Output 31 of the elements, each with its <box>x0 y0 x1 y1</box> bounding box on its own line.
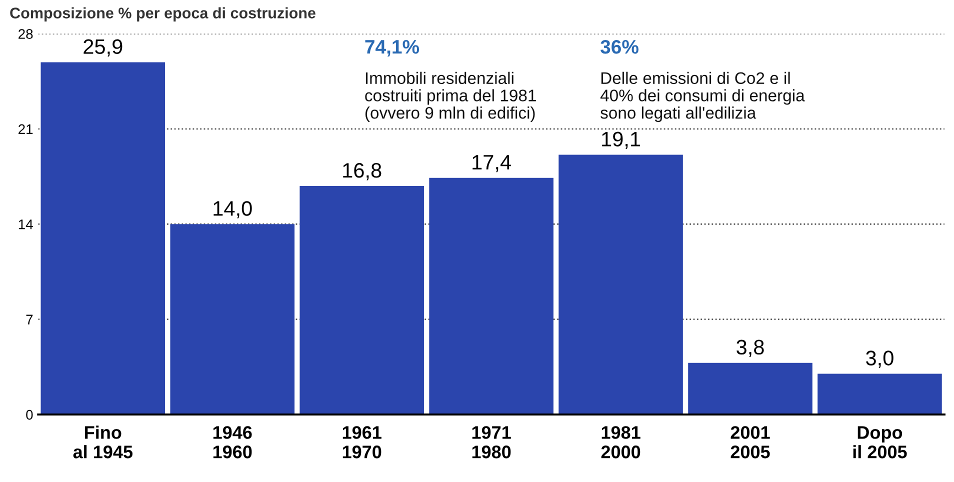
data-label: 17,4 <box>472 155 511 172</box>
bar <box>300 186 424 415</box>
x-tick-label: 1961 1970 <box>342 426 382 458</box>
x-tick-label: 1981 2000 <box>601 426 640 458</box>
data-label: 19,1 <box>602 132 640 149</box>
chart-title: Composizione % per epoca di costruzione <box>10 7 316 22</box>
bar <box>429 178 554 415</box>
x-tick-label: 1946 1960 <box>213 426 252 458</box>
x-tick-label: 1971 1980 <box>472 426 511 458</box>
data-label: 3,8 <box>736 340 764 358</box>
y-tick-label: 21 <box>18 124 33 134</box>
y-tick-label: 14 <box>18 220 33 230</box>
data-label: 16,8 <box>343 163 382 180</box>
x-tick-label: Fino al 1945 <box>73 426 133 458</box>
y-tick-label: 0 <box>26 410 33 420</box>
y-tick-label: 7 <box>26 314 33 324</box>
bar <box>170 224 295 415</box>
x-tick-label: Dopo il 2005 <box>853 426 907 458</box>
annotation: Delle emissioni di Co2 e il 40% dei consumi di energia sono legati all'edilizia <box>600 72 805 122</box>
annotation: Immobili residenziali costruiti prima del 1981 (ovvero 9 mln di edifici) <box>365 72 536 122</box>
bar <box>688 362 812 415</box>
annotation: 36% <box>600 40 638 54</box>
annotation: 74,1% <box>365 40 420 57</box>
data-label: 25,9 <box>84 39 122 56</box>
data-label: 14,0 <box>214 201 252 218</box>
bar <box>40 62 166 415</box>
y-tick-label: 28 <box>18 29 33 39</box>
bar <box>818 374 942 415</box>
data-label: 3,0 <box>866 350 894 368</box>
x-tick-label: 2001 2005 <box>730 426 770 458</box>
bar <box>558 154 683 415</box>
